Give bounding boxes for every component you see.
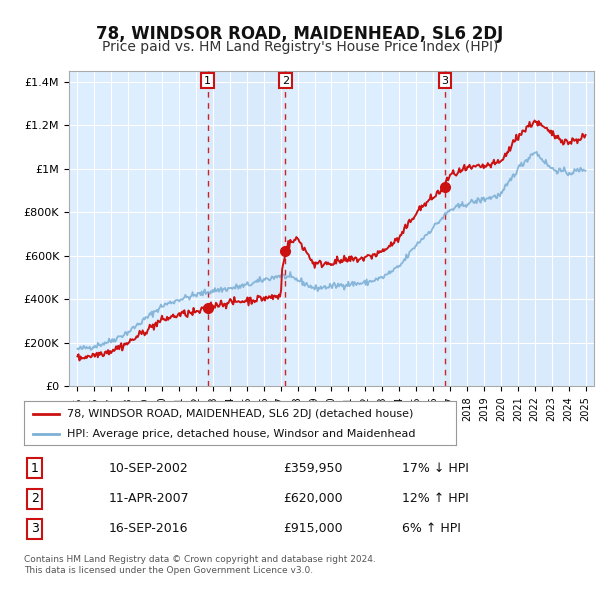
Text: 78, WINDSOR ROAD, MAIDENHEAD, SL6 2DJ (detached house): 78, WINDSOR ROAD, MAIDENHEAD, SL6 2DJ (d… <box>67 409 413 418</box>
Text: 6% ↑ HPI: 6% ↑ HPI <box>401 522 460 535</box>
Text: Contains HM Land Registry data © Crown copyright and database right 2024.: Contains HM Land Registry data © Crown c… <box>24 555 376 563</box>
Text: 2: 2 <box>282 76 289 86</box>
Text: 1: 1 <box>31 462 39 475</box>
Text: 3: 3 <box>31 522 39 535</box>
Text: 12% ↑ HPI: 12% ↑ HPI <box>401 492 468 505</box>
Text: 16-SEP-2016: 16-SEP-2016 <box>108 522 188 535</box>
Bar <box>69 71 208 386</box>
Text: HPI: Average price, detached house, Windsor and Maidenhead: HPI: Average price, detached house, Wind… <box>67 430 416 440</box>
Text: 78, WINDSOR ROAD, MAIDENHEAD, SL6 2DJ: 78, WINDSOR ROAD, MAIDENHEAD, SL6 2DJ <box>97 25 503 43</box>
Bar <box>285 71 445 386</box>
Text: 2: 2 <box>31 492 39 505</box>
Bar <box>445 71 594 386</box>
Text: This data is licensed under the Open Government Licence v3.0.: This data is licensed under the Open Gov… <box>24 566 313 575</box>
Text: £620,000: £620,000 <box>283 492 343 505</box>
Text: 17% ↓ HPI: 17% ↓ HPI <box>401 462 469 475</box>
Bar <box>208 71 285 386</box>
Text: £359,950: £359,950 <box>283 462 343 475</box>
Text: Price paid vs. HM Land Registry's House Price Index (HPI): Price paid vs. HM Land Registry's House … <box>102 40 498 54</box>
Text: 11-APR-2007: 11-APR-2007 <box>108 492 189 505</box>
Text: £915,000: £915,000 <box>283 522 343 535</box>
Text: 1: 1 <box>204 76 211 86</box>
Text: 3: 3 <box>442 76 449 86</box>
Text: 10-SEP-2002: 10-SEP-2002 <box>108 462 188 475</box>
